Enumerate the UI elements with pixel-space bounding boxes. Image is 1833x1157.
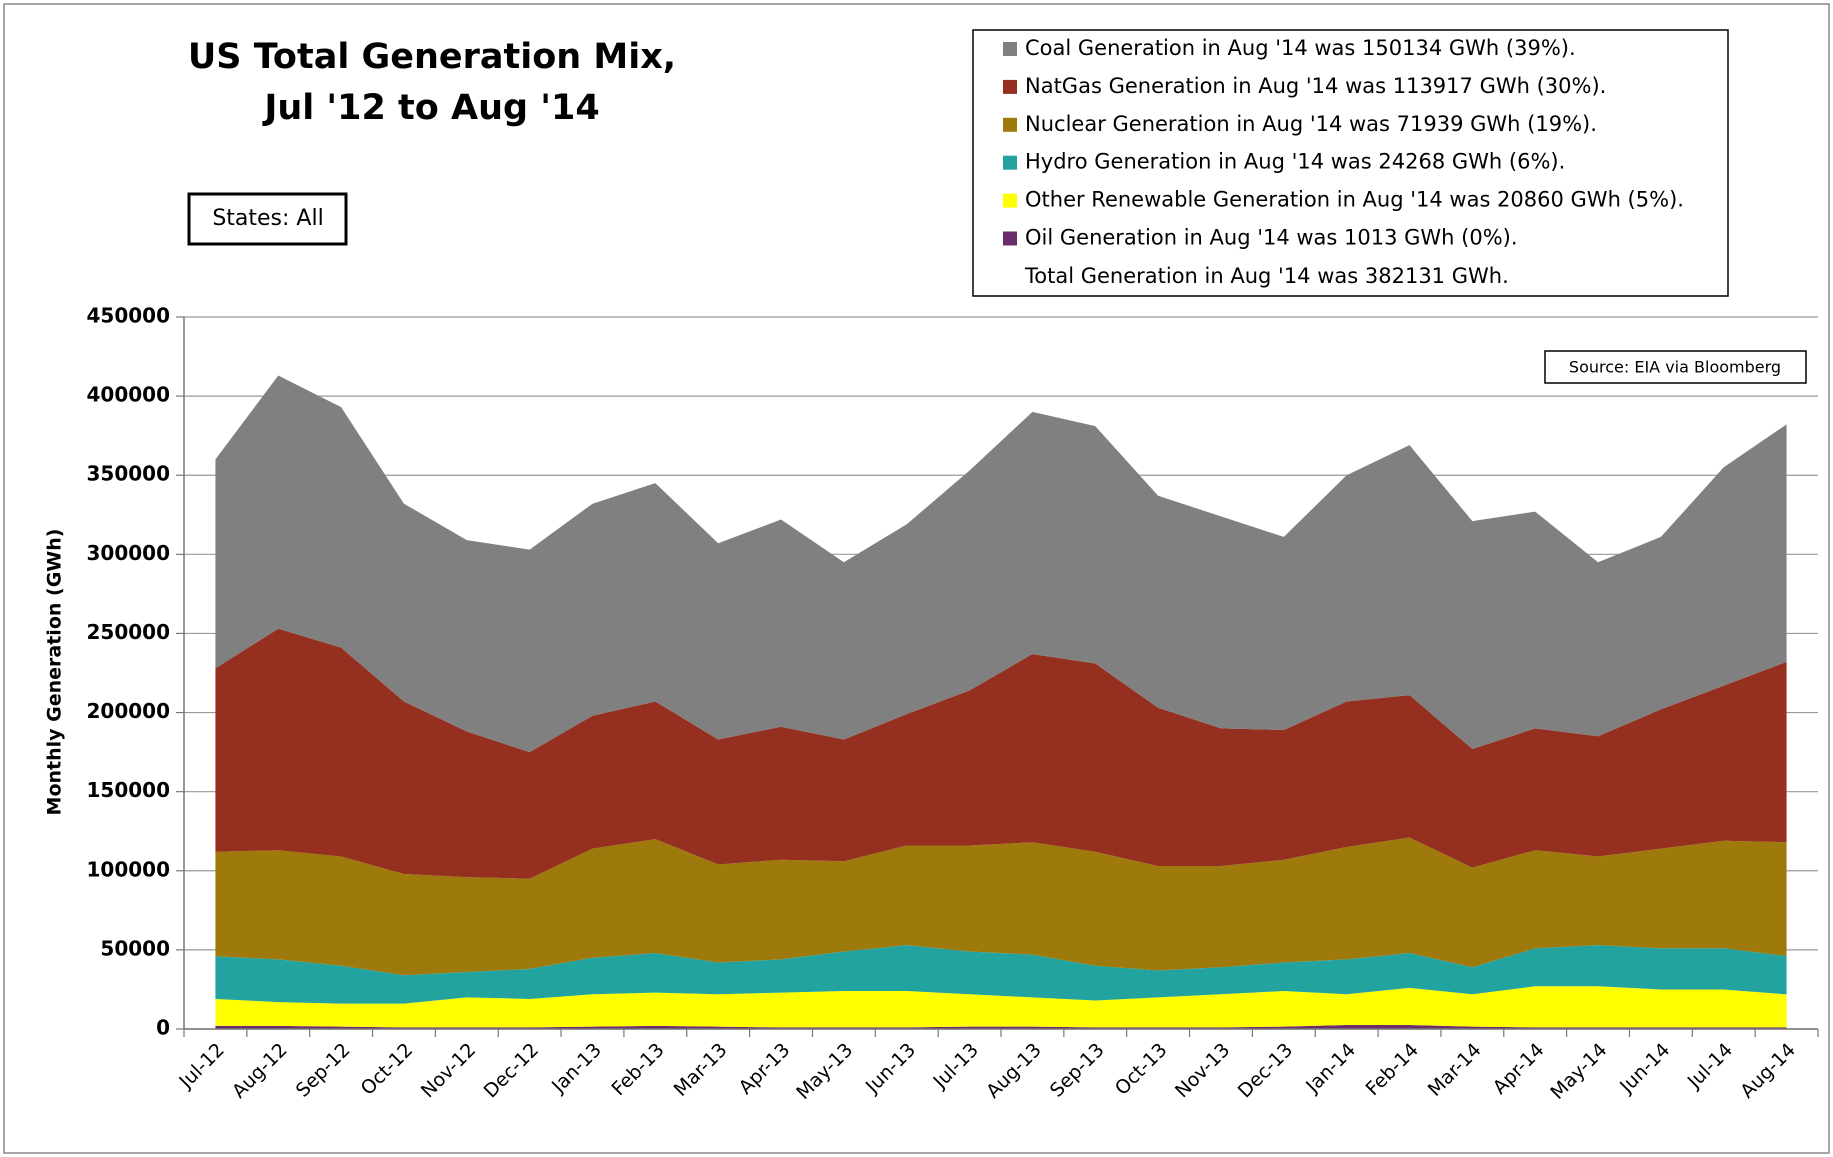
- area: [215, 628, 1787, 879]
- y-tick-label: 200000: [87, 699, 171, 723]
- source: Source: EIA via Bloomberg: [1569, 358, 1781, 377]
- states-box: [187, 192, 348, 246]
- legend-swatch: [1003, 117, 1017, 132]
- y-tick-label: 400000: [87, 383, 171, 407]
- legend-swatch: [1003, 79, 1017, 94]
- states-label: States: All: [212, 206, 323, 231]
- y-tick-label: 150000: [87, 778, 171, 802]
- y-tick-label: 250000: [87, 620, 171, 644]
- legend-swatch: [1003, 42, 1017, 56]
- y-tick-label: 300000: [87, 541, 171, 565]
- y-tick-label: 350000: [87, 462, 171, 486]
- legend-swatch: [1003, 193, 1017, 208]
- chart-title: US Total Generation Mix,: [188, 37, 676, 77]
- y-tick-label: 100000: [87, 857, 171, 881]
- y-axis-label: Monthly Generation (GWh): [44, 529, 66, 816]
- area: [215, 986, 1787, 1028]
- legend-label: Other Renewable Generation in Aug '14 wa…: [1025, 188, 1684, 212]
- legend-swatch: [1003, 155, 1017, 170]
- y-tick-label: 50000: [100, 936, 170, 960]
- y-tick-label: 450000: [87, 304, 171, 328]
- legend-label: NatGas Generation in Aug '14 was 113917 …: [1025, 74, 1606, 98]
- area: [215, 837, 1787, 976]
- area: [215, 375, 1787, 753]
- legend-label: Hydro Generation in Aug '14 was 24268 GW…: [1025, 150, 1565, 174]
- legend-swatch: [1003, 231, 1017, 246]
- area: [215, 945, 1787, 1004]
- legend-label: Coal Generation in Aug '14 was 150134 GW…: [1025, 36, 1576, 60]
- total-note: Total Generation in Aug '14 was 382131 G…: [1024, 264, 1509, 288]
- source-box: [1544, 350, 1807, 384]
- area: [215, 1025, 1787, 1029]
- chart-title: Jul '12 to Aug '14: [262, 88, 599, 128]
- legend: [972, 29, 1729, 297]
- y-tick-label: 0: [156, 1016, 170, 1040]
- legend-label: Oil Generation in Aug '14 was 1013 GWh (…: [1025, 226, 1518, 250]
- legend-label: Nuclear Generation in Aug '14 was 71939 …: [1025, 112, 1597, 136]
